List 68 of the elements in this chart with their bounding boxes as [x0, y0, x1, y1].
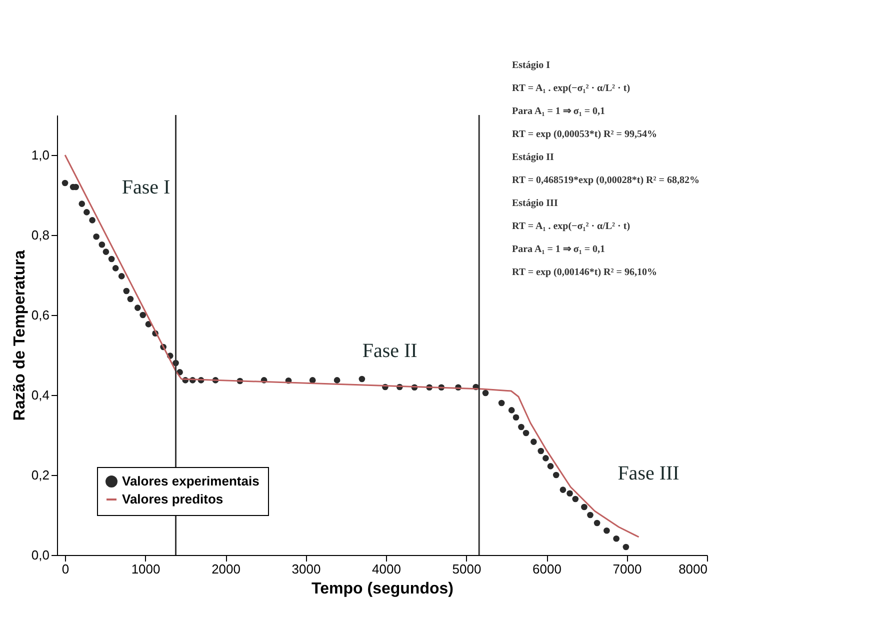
annotation: RT = 0,468519*exp (0,00028*t) R² = 68,82%	[512, 175, 700, 186]
point	[140, 312, 146, 318]
point	[127, 296, 134, 302]
text: Estágio I	[512, 60, 550, 71]
y-axis-title: Razão de Temperatura	[11, 250, 28, 421]
point	[89, 217, 96, 224]
point	[482, 390, 489, 396]
point	[518, 424, 524, 430]
point	[622, 544, 630, 550]
annotation: RT = exp (0,00146*t) R² = 96,10%	[512, 267, 657, 278]
point	[594, 520, 600, 526]
point	[522, 430, 530, 436]
point	[587, 512, 594, 518]
point	[123, 288, 130, 294]
legend-label: Valores preditos	[122, 492, 224, 506]
point	[581, 504, 588, 510]
x-axis-title: Tempo (segundos)	[312, 580, 454, 598]
x-tick-label: 5000	[452, 562, 482, 576]
legend-label: Valores experimentais	[122, 474, 260, 488]
x-tick-label: 4000	[372, 562, 401, 576]
annotation: Estágio II	[512, 152, 554, 163]
x-tick-label: 1000	[131, 562, 160, 576]
point	[498, 400, 505, 406]
point	[118, 273, 125, 280]
x-tick-label: 3000	[292, 562, 321, 576]
point	[604, 527, 610, 534]
point	[358, 376, 366, 382]
annotation: Fase III	[618, 462, 680, 485]
point	[538, 448, 544, 454]
x-tick-label: 6000	[532, 562, 562, 576]
text: RT = A₁ . exp(−σ₁² · α/L² · t)	[512, 83, 630, 94]
point	[542, 455, 549, 462]
point	[62, 180, 68, 186]
x-tick-label: 2000	[212, 562, 240, 576]
annotation: Para A₁ = 1 ⇒ σ₁ = 0,1	[512, 106, 606, 117]
point	[78, 200, 86, 207]
y-tick-label: 0,6	[31, 308, 50, 322]
point	[547, 463, 554, 470]
point	[93, 233, 100, 240]
annotation: RT = exp (0,00053*t) R² = 99,54%	[512, 129, 657, 140]
point	[102, 248, 110, 255]
point	[334, 377, 340, 384]
annotation: Para A₁ = 1 ⇒ σ₁ = 0,1	[512, 244, 606, 255]
y-tick-label: 0,8	[31, 228, 50, 242]
point	[112, 265, 119, 272]
point	[108, 256, 115, 262]
point	[512, 414, 520, 421]
point	[98, 241, 106, 248]
point	[560, 486, 566, 493]
y-tick-label: 0,4	[31, 388, 50, 402]
point	[84, 209, 90, 216]
point	[508, 407, 515, 414]
x-tick-label: 7000	[612, 562, 642, 576]
point	[572, 496, 579, 502]
point	[530, 438, 537, 445]
annotation: Estágio III	[512, 198, 558, 209]
y-tick-label: 1,0	[31, 148, 50, 162]
y-tick-label: 0,0	[31, 548, 50, 562]
point	[613, 535, 620, 542]
point	[552, 472, 560, 478]
annotation: Fase I	[122, 176, 170, 199]
x-tick-label: 8000	[678, 562, 708, 576]
point	[134, 304, 141, 311]
annotation: RT = A₁ . exp(−σ₁² · α/L² · t)	[512, 221, 630, 232]
annotation: Fase II	[362, 340, 418, 362]
x-tick-label: 0	[62, 562, 70, 576]
point	[566, 490, 573, 497]
y-tick-label: 0,2	[31, 468, 50, 482]
